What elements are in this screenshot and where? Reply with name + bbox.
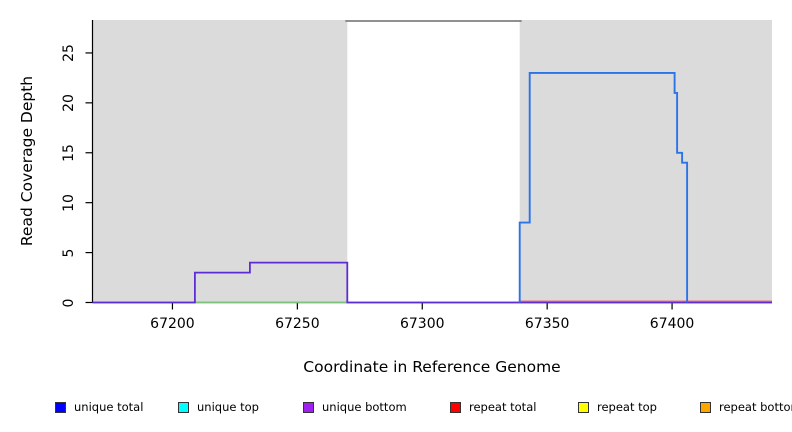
- series-unique-bottom-line: [92, 261, 772, 304]
- legend-label: repeat total: [469, 400, 537, 414]
- y-axis-title: Read Coverage Depth: [18, 75, 36, 247]
- legend-swatch-icon: [450, 401, 461, 413]
- y-tick-label: 25: [61, 44, 77, 62]
- legend-label: unique bottom: [322, 400, 407, 414]
- legend-label: repeat top: [597, 400, 657, 414]
- y-tick-label: 0: [61, 298, 77, 307]
- shaded-region-left: [92, 20, 348, 303]
- legend-swatch-icon: [55, 401, 66, 413]
- x-tick-label: 67200: [150, 316, 195, 332]
- legend-item-repeat-total: repeat total: [450, 400, 536, 414]
- legend-label: unique total: [74, 400, 144, 414]
- y-tick-label: 5: [61, 248, 77, 258]
- legend-swatch-icon: [578, 401, 589, 413]
- y-tick-label: 20: [61, 93, 77, 112]
- x-tick-label: 67250: [275, 316, 320, 332]
- legend-item-repeat-bottom: repeat bottom: [700, 400, 792, 414]
- legend-swatch-icon: [700, 401, 711, 413]
- legend-swatch-icon: [303, 401, 314, 413]
- coverage-plot: [85, 20, 772, 310]
- x-tick-label: 67300: [399, 316, 445, 332]
- x-tick-label: 67350: [524, 316, 570, 332]
- legend-item-unique-top: unique top: [178, 400, 259, 414]
- legend-label: unique top: [197, 400, 259, 414]
- x-axis-title: Coordinate in Reference Genome: [303, 358, 561, 376]
- legend-label: repeat bottom: [719, 400, 792, 414]
- series-unique-total-line: [518, 71, 689, 303]
- legend-item-unique-bottom: unique bottom: [303, 400, 407, 414]
- shaded-region-right: [519, 20, 772, 303]
- legend-item-unique-total: unique total: [55, 400, 143, 414]
- legend-item-repeat-top: repeat top: [578, 400, 657, 414]
- x-tick-label: 67400: [649, 316, 695, 332]
- y-tick-label: 15: [61, 143, 77, 162]
- legend-swatch-icon: [178, 401, 189, 413]
- y-tick-label: 10: [61, 193, 77, 212]
